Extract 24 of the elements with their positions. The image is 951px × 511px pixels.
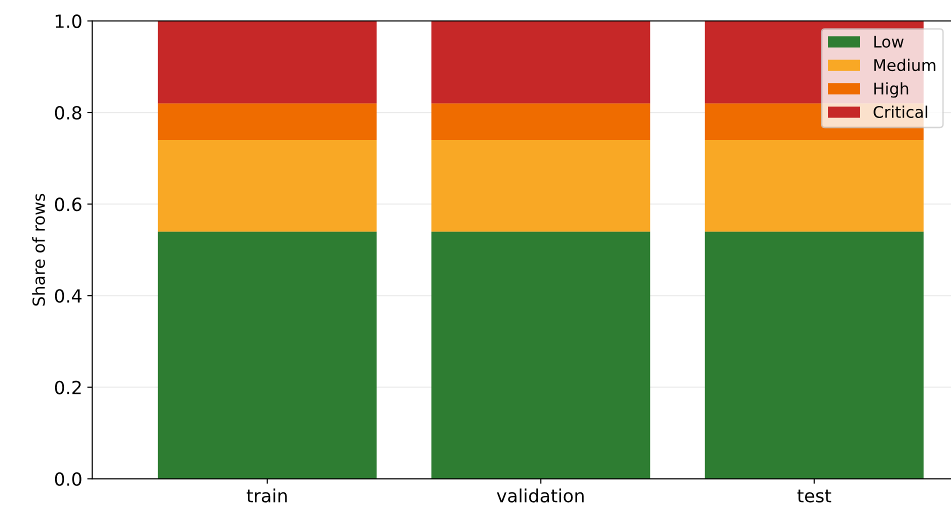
bar: [431, 140, 650, 232]
y-tick-label: 0.2: [55, 380, 81, 394]
x-tick-label: validation: [496, 488, 584, 503]
y-tick-label: 1.0: [56, 14, 82, 28]
bar: [158, 20, 377, 104]
bar: [158, 103, 377, 140]
bar: [158, 232, 377, 479]
bar: [431, 103, 650, 140]
legend-label: Low: [874, 36, 904, 48]
y-tick-label: 0.4: [55, 289, 82, 303]
legend-label: Critical: [874, 106, 928, 118]
bar: [431, 20, 650, 104]
bar: [158, 140, 377, 232]
legend-label: Medium: [874, 58, 936, 72]
bar: [704, 232, 924, 479]
y-tick-label: 0.8: [55, 106, 82, 120]
bar: [431, 232, 650, 479]
legend-label: High: [874, 82, 908, 98]
y-tick-label: 0.6: [55, 198, 82, 212]
x-tick-label: train: [246, 488, 287, 503]
y-axis-title: Share of rows: [32, 194, 46, 306]
y-tick-label: 0.0: [55, 472, 82, 486]
x-tick-label: test: [797, 490, 832, 503]
bar: [704, 140, 924, 232]
